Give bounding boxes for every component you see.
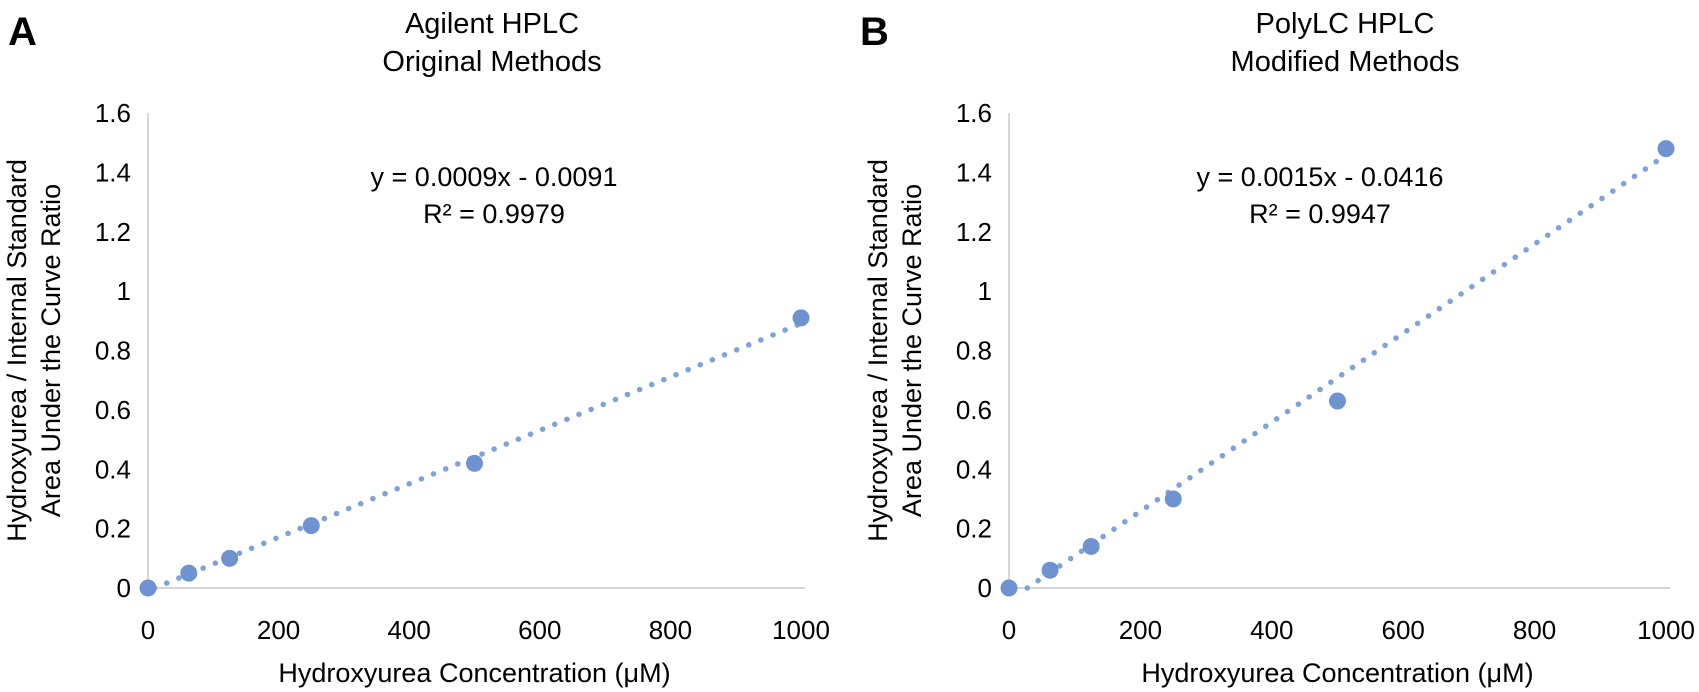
y-tick-label: 0.8 <box>95 336 131 366</box>
x-tick-label: 200 <box>257 615 300 645</box>
data-point <box>1000 579 1018 597</box>
panel-a-letter: A <box>8 10 37 54</box>
y-axis-title-line1: Hydroxyurea / Internal Standard <box>2 159 32 542</box>
x-axis-title: Hydroxyurea Concentration (μM) <box>278 658 670 688</box>
trendline <box>1024 152 1669 591</box>
data-point <box>466 454 483 472</box>
y-tick-label: 0.6 <box>956 395 992 425</box>
data-point <box>221 549 239 567</box>
y-axis-title-line2: Area Under the Curve Ratio <box>36 184 66 517</box>
y-tick-label: 0.8 <box>956 336 992 366</box>
trendline-r-squared: R² = 0.9947 <box>1249 199 1391 229</box>
y-tick-label: 0.6 <box>95 395 131 425</box>
trendline-equation: y = 0.0015x - 0.0416 <box>1197 162 1444 192</box>
x-tick-label: 600 <box>1382 615 1425 645</box>
panel-a-title-line1: Agilent HPLC <box>405 8 579 40</box>
y-tick-label: 0.2 <box>956 514 992 544</box>
data-point <box>1164 490 1182 508</box>
data-point <box>302 517 320 535</box>
y-tick-label: 1 <box>978 276 992 306</box>
data-point <box>1082 537 1100 555</box>
panel-a-title-line2: Original Methods <box>382 46 601 78</box>
x-tick-label: 0 <box>141 615 155 645</box>
y-tick-label: 0 <box>978 573 992 603</box>
y-tick-label: 1.2 <box>956 217 992 247</box>
x-tick-label: 600 <box>518 615 561 645</box>
x-tick-label: 400 <box>388 615 431 645</box>
y-tick-label: 0 <box>117 573 131 603</box>
y-tick-label: 1.4 <box>956 157 992 187</box>
panel-a-chart: A Agilent HPLC Original Methods 0 0.2 0.4 0.6 0… <box>2 8 830 688</box>
x-tick-label: 800 <box>1513 615 1556 645</box>
data-point <box>139 579 157 597</box>
y-tick-label: 0.4 <box>956 454 992 484</box>
data-point <box>1329 392 1346 410</box>
y-tick-label: 1.2 <box>95 217 131 247</box>
y-tick-label: 1.4 <box>95 157 131 187</box>
trendline-r-squared: R² = 0.9979 <box>423 199 565 229</box>
y-tick-label: 0.4 <box>95 454 131 484</box>
x-tick-label: 1000 <box>1637 615 1695 645</box>
data-point <box>1041 561 1059 579</box>
x-tick-label: 200 <box>1119 615 1162 645</box>
trendline <box>151 320 804 591</box>
data-point <box>1657 140 1675 158</box>
x-tick-label: 800 <box>649 615 692 645</box>
y-tick-label: 1.6 <box>956 98 992 128</box>
panel-b-letter: B <box>860 10 889 54</box>
y-axis-title-line2: Area Under the Curve Ratio <box>897 184 927 517</box>
x-tick-label: 1000 <box>772 615 830 645</box>
panel-b-title-line2: Modified Methods <box>1231 46 1460 78</box>
trendline-equation: y = 0.0009x - 0.0091 <box>371 162 618 192</box>
x-tick-label: 400 <box>1250 615 1293 645</box>
panel-b-title-line1: PolyLC HPLC <box>1256 8 1435 40</box>
panel-b-chart: B PolyLC HPLC Modified Methods 0 0.2 0.4 0.6 0.… <box>860 8 1695 688</box>
data-point <box>180 564 198 582</box>
x-axis-title: Hydroxyurea Concentration (μM) <box>1141 658 1533 688</box>
x-tick-label: 0 <box>1002 615 1016 645</box>
y-axis-title-line1: Hydroxyurea / Internal Standard <box>863 159 893 542</box>
y-tick-label: 1 <box>117 276 131 306</box>
data-point <box>792 309 810 327</box>
y-tick-label: 1.6 <box>95 98 131 128</box>
y-tick-label: 0.2 <box>95 514 131 544</box>
